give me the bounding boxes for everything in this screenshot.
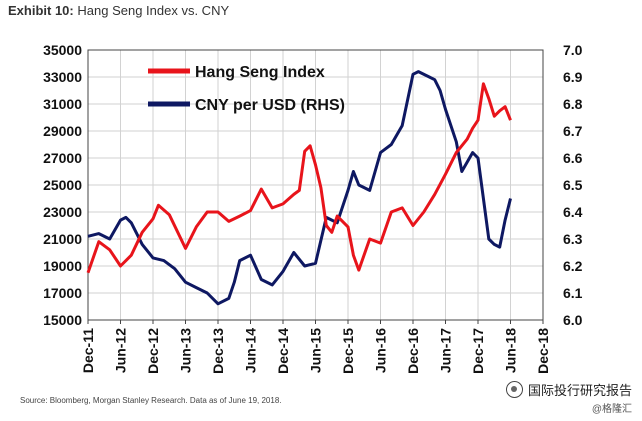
y-left-tick-label: 23000 bbox=[43, 204, 82, 220]
y-left-tick-label: 17000 bbox=[43, 285, 82, 301]
y-right-tick-label: 6.4 bbox=[563, 204, 583, 220]
y-right-tick-label: 6.5 bbox=[563, 177, 583, 193]
exhibit-subtitle: Hang Seng Index vs. CNY bbox=[77, 3, 230, 18]
legend-label-cny: CNY per USD (RHS) bbox=[195, 97, 345, 114]
x-tick-label: Jun-17 bbox=[438, 328, 454, 373]
y-left-axis: 15000 17000 19000 21000 23000 25000 27000 29000… bbox=[43, 42, 82, 328]
gridlines bbox=[87, 49, 544, 321]
y-right-tick-label: 6.6 bbox=[563, 150, 583, 166]
y-right-axis: 6.0 6.1 6.2 6.3 6.4 6.5 6.6 6.7 6.8 6.9 7.0 bbox=[563, 42, 583, 328]
x-tick-label: Jun-12 bbox=[113, 328, 129, 373]
x-tick-label: Dec-14 bbox=[275, 328, 291, 374]
y-left-tick-label: 19000 bbox=[43, 258, 82, 274]
x-tick-label: Dec-12 bbox=[145, 328, 161, 374]
y-right-tick-label: 6.3 bbox=[563, 231, 583, 247]
y-right-tick-label: 6.8 bbox=[563, 96, 583, 112]
x-tick-label: Jun-13 bbox=[178, 328, 194, 373]
y-right-tick-label: 6.1 bbox=[563, 285, 583, 301]
x-tick-label: Dec-15 bbox=[340, 328, 356, 374]
watermark: 国际投行研究报告 @格隆汇 bbox=[505, 380, 632, 415]
exhibit-label: Exhibit 10: bbox=[8, 3, 74, 18]
x-tick-label: Jun-15 bbox=[308, 328, 324, 373]
x-axis: Dec-11 Jun-12 Dec-12 Jun-13 Dec-13 Jun-14 Dec-… bbox=[80, 320, 551, 374]
y-right-tick-label: 6.2 bbox=[563, 258, 583, 274]
x-tick-label: Dec-16 bbox=[405, 328, 421, 374]
legend: Hang Seng Index CNY per USD (RHS) bbox=[148, 64, 345, 114]
wechat-logo-icon bbox=[505, 381, 523, 398]
y-right-tick-label: 7.0 bbox=[563, 42, 583, 58]
watermark-handle: @格隆汇 bbox=[591, 404, 632, 415]
y-right-tick-label: 6.0 bbox=[563, 312, 583, 328]
y-left-tick-label: 21000 bbox=[43, 231, 82, 247]
y-left-tick-label: 35000 bbox=[43, 42, 82, 58]
series-layer bbox=[86, 70, 512, 306]
series-line-cny bbox=[87, 70, 512, 306]
source-note: Source: Bloomberg, Morgan Stanley Resear… bbox=[20, 396, 282, 405]
y-right-tick-label: 6.7 bbox=[563, 123, 583, 139]
y-right-tick-label: 6.9 bbox=[563, 69, 583, 85]
y-left-tick-label: 25000 bbox=[43, 177, 82, 193]
exhibit-title: Exhibit 10: Hang Seng Index vs. CNY bbox=[8, 3, 229, 18]
y-left-tick-label: 27000 bbox=[43, 150, 82, 166]
x-tick-label: Dec-11 bbox=[80, 328, 96, 373]
y-left-tick-label: 29000 bbox=[43, 123, 82, 139]
watermark-title: 国际投行研究报告 bbox=[527, 383, 632, 398]
x-tick-label: Jun-14 bbox=[243, 328, 259, 373]
legend-label-hang-seng: Hang Seng Index bbox=[195, 64, 325, 81]
y-left-tick-label: 15000 bbox=[43, 312, 82, 328]
x-tick-label: Dec-13 bbox=[210, 328, 226, 374]
y-left-tick-label: 33000 bbox=[43, 69, 82, 85]
x-tick-label: Dec-17 bbox=[470, 328, 486, 374]
x-tick-label: Jun-16 bbox=[373, 328, 389, 373]
x-tick-label: Dec-18 bbox=[535, 328, 551, 374]
y-left-tick-label: 31000 bbox=[43, 96, 82, 112]
x-tick-label: Jun-18 bbox=[503, 328, 519, 373]
